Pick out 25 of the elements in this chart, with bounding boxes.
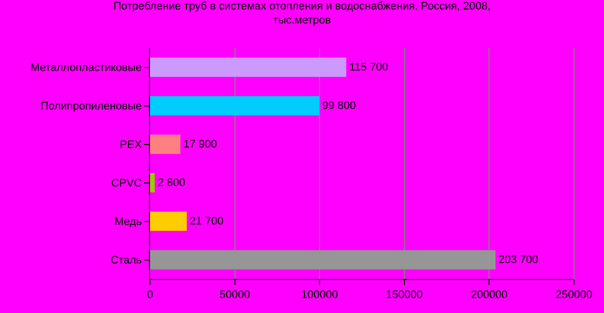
bar xyxy=(150,212,187,231)
data-label: 203 700 xyxy=(498,254,538,266)
y-tick-label: CPVC xyxy=(111,178,142,190)
x-tick-label: 100000 xyxy=(301,289,338,302)
bar xyxy=(150,96,320,116)
data-label: 21 700 xyxy=(190,215,224,228)
data-label: 2 800 xyxy=(158,176,186,189)
x-tick-label: 200000 xyxy=(470,289,508,302)
y-tick-label: Сталь xyxy=(110,254,142,267)
data-label: 17 900 xyxy=(183,138,218,150)
x-tick-label: 150000 xyxy=(386,289,423,302)
bar xyxy=(150,250,496,270)
chart-title: Потребление труб в системах отопления и водоснабжения. Россия, 2008, тыс.метров xyxy=(113,0,491,27)
x-tick-label: 250000 xyxy=(556,289,592,302)
bar xyxy=(150,58,346,77)
bar xyxy=(150,173,155,192)
x-tick-label: 0 xyxy=(146,289,154,302)
y-tick-label: Полипропиленовые xyxy=(40,100,142,113)
y-tick-label: Медь xyxy=(114,216,142,228)
data-label: 115 700 xyxy=(349,61,388,74)
bar xyxy=(150,134,180,154)
y-tick-label: PEX xyxy=(120,139,142,152)
x-tick-label: 50000 xyxy=(220,289,250,302)
data-label: 99 800 xyxy=(322,100,356,112)
y-tick-label: Металлопластиковые xyxy=(30,62,142,74)
